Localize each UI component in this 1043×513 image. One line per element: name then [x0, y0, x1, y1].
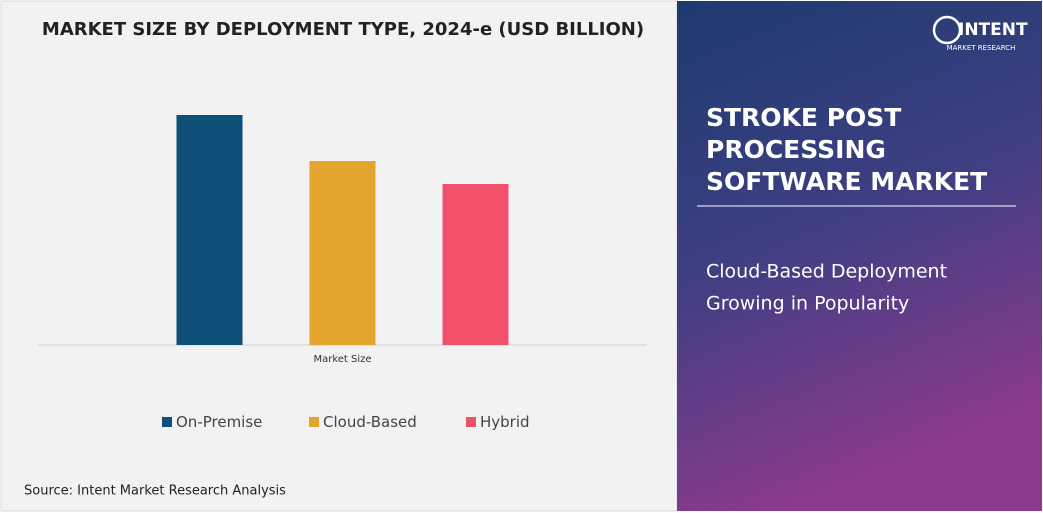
legend-label: Hybrid: [480, 413, 530, 431]
legend-swatch: [309, 417, 319, 427]
panel-title-line: PROCESSING: [706, 135, 886, 164]
legend-swatch: [466, 417, 476, 427]
legend-swatch: [162, 417, 172, 427]
legend-label: On-Premise: [176, 413, 262, 431]
bar: [442, 184, 509, 345]
panel-title-line: STROKE POST: [706, 103, 901, 132]
logo-tagline: MARKET RESEARCH: [947, 44, 1016, 52]
panel-subtitle: Cloud-Based Deployment Growing in Popular…: [706, 261, 947, 315]
chart-title: MARKET SIZE BY DEPLOYMENT TYPE, 2024-e (…: [42, 19, 644, 40]
bar: [309, 161, 376, 345]
panel-title: STROKE POST PROCESSING SOFTWARE MARKET: [706, 103, 987, 196]
panel-title-line: SOFTWARE MARKET: [706, 167, 987, 196]
source: Source: Intent Market Research Analysis: [24, 484, 286, 499]
info-panel: [677, 1, 1042, 511]
bar: [176, 115, 243, 345]
logo-name: INTENT: [958, 20, 1028, 40]
legend-label: Cloud-Based: [323, 413, 417, 431]
panel-subtitle-line: Cloud-Based Deployment: [706, 261, 947, 283]
x-tick-label: Market Size: [313, 354, 371, 365]
panel-subtitle-line: Growing in Popularity: [706, 293, 909, 315]
logo-icon: [932, 15, 962, 45]
